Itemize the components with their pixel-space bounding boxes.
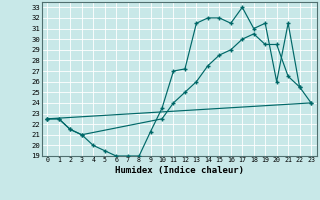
X-axis label: Humidex (Indice chaleur): Humidex (Indice chaleur) [115, 166, 244, 175]
